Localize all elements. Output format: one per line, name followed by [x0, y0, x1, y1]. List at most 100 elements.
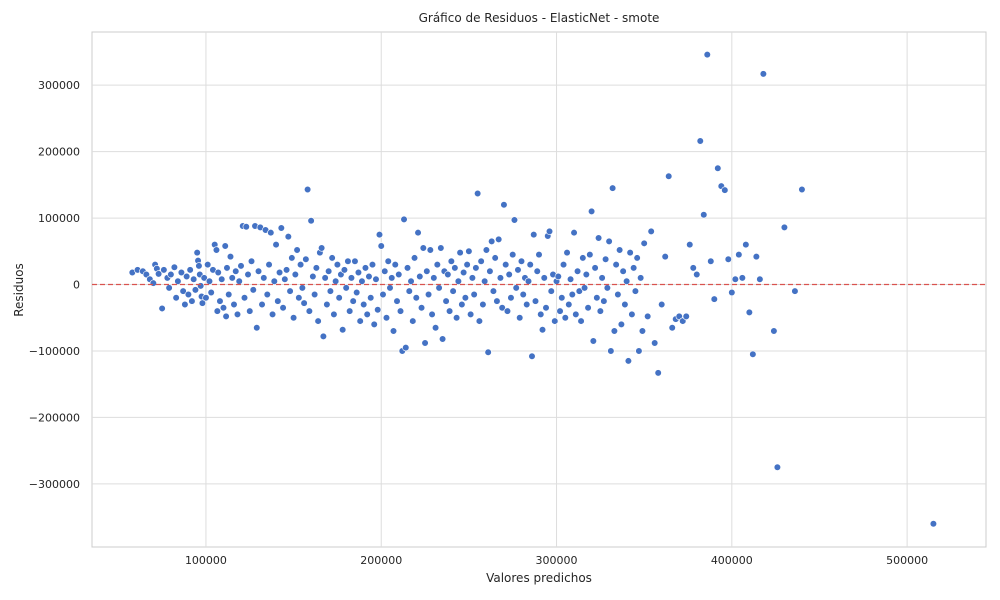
- data-point: [505, 270, 513, 279]
- data-point: [528, 352, 536, 360]
- data-point: [354, 268, 363, 277]
- data-point: [614, 290, 622, 299]
- y-tick-label: 100000: [38, 212, 80, 225]
- data-point: [602, 255, 610, 263]
- data-point: [428, 310, 436, 319]
- data-point: [572, 310, 580, 319]
- data-point: [517, 257, 526, 265]
- data-point: [735, 251, 743, 259]
- data-point: [609, 184, 617, 192]
- data-point: [282, 266, 291, 274]
- data-point: [547, 287, 555, 295]
- data-point: [433, 260, 441, 269]
- data-point: [500, 201, 508, 209]
- data-point: [477, 257, 485, 265]
- data-point: [654, 369, 662, 377]
- y-axis-label: Residuos: [12, 263, 26, 317]
- data-point: [516, 314, 524, 322]
- data-point: [416, 272, 424, 281]
- data-point: [484, 348, 492, 356]
- plot-area: [91, 31, 987, 548]
- data-point: [482, 246, 491, 254]
- data-point: [172, 294, 180, 302]
- data-point: [207, 288, 215, 297]
- data-point: [291, 270, 299, 279]
- data-point: [426, 246, 434, 254]
- data-point: [468, 274, 476, 282]
- data-point: [277, 224, 285, 232]
- data-point: [481, 277, 489, 285]
- data-point: [444, 270, 452, 279]
- data-point: [731, 275, 739, 283]
- data-point: [193, 249, 201, 257]
- data-point: [582, 270, 590, 279]
- data-point: [658, 300, 666, 309]
- data-point: [370, 320, 378, 328]
- data-point: [195, 262, 203, 270]
- data-point: [714, 164, 722, 172]
- data-point: [286, 287, 294, 295]
- data-point: [391, 260, 399, 269]
- x-axis-label: Valores predichos: [486, 571, 592, 585]
- data-point: [449, 287, 457, 295]
- data-point: [542, 304, 550, 312]
- data-point: [346, 307, 354, 315]
- data-point: [587, 207, 596, 216]
- data-point: [603, 284, 611, 292]
- data-point: [430, 274, 438, 282]
- data-point: [470, 290, 478, 299]
- data-point: [304, 185, 312, 194]
- x-tick-label: 300000: [536, 554, 578, 567]
- data-point: [738, 274, 746, 282]
- data-point: [594, 234, 603, 242]
- data-point: [558, 294, 566, 302]
- data-point: [644, 312, 652, 321]
- data-point: [388, 274, 396, 282]
- data-point: [275, 268, 284, 277]
- data-point: [319, 332, 327, 340]
- y-tick-label: 200000: [38, 146, 80, 159]
- data-point: [507, 294, 515, 302]
- data-point: [279, 304, 287, 312]
- data-point: [514, 266, 522, 274]
- x-tick-label: 200000: [360, 554, 402, 567]
- data-point: [367, 294, 375, 302]
- data-point: [358, 277, 366, 285]
- data-point: [456, 249, 464, 257]
- data-point: [463, 260, 471, 269]
- data-point: [307, 217, 315, 225]
- data-point: [724, 255, 732, 263]
- data-point: [326, 287, 335, 295]
- data-point: [693, 270, 701, 279]
- data-point: [424, 290, 433, 299]
- data-point: [575, 287, 583, 295]
- data-point: [519, 290, 527, 299]
- data-point: [540, 274, 548, 282]
- data-point: [335, 294, 343, 302]
- data-point: [402, 344, 410, 352]
- data-point: [389, 327, 398, 335]
- data-point: [323, 300, 331, 309]
- data-point: [314, 317, 322, 325]
- data-point: [745, 308, 753, 317]
- data-point: [682, 312, 690, 321]
- data-point: [460, 268, 468, 277]
- data-point: [167, 270, 175, 279]
- data-point: [344, 257, 352, 265]
- data-point: [368, 260, 377, 269]
- data-point: [181, 300, 189, 309]
- data-point: [640, 239, 648, 247]
- data-point: [591, 264, 599, 272]
- tick-labels: 100000 200000 300000 400000 500000 −300000 −20…: [29, 79, 928, 567]
- data-point: [435, 284, 443, 292]
- x-tick-label: 400000: [711, 554, 753, 567]
- data-point: [563, 249, 571, 257]
- data-point: [417, 304, 426, 312]
- data-point: [225, 290, 233, 299]
- chart-title: Gráfico de Residuos - ElasticNet - smote: [418, 11, 660, 25]
- data-point: [479, 300, 487, 309]
- data-point: [216, 297, 224, 305]
- data-point: [396, 307, 405, 315]
- data-point: [447, 257, 455, 265]
